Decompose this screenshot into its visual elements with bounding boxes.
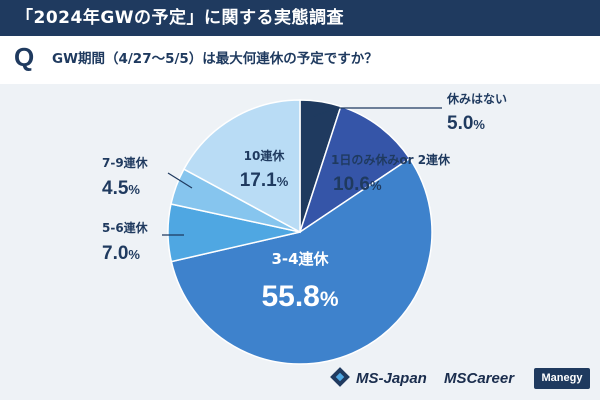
leader-line-0 xyxy=(313,107,442,117)
ms-japan-logo: MS-Japan xyxy=(356,370,427,387)
slice-value-3: 7.0% xyxy=(102,243,140,264)
page-title: 「2024年GWの予定」に関する実態調査 xyxy=(16,8,345,28)
question-text: GW期間（4/27〜5/5）は最大何連休の予定ですか？ xyxy=(52,51,378,67)
manegy-logo: Manegy xyxy=(534,368,590,389)
ms-career-logo: MSCareer xyxy=(444,370,515,387)
slice-label-0: 休みはない xyxy=(446,91,507,106)
question-row xyxy=(0,36,600,84)
ms-japan-mark-icon xyxy=(330,367,350,387)
slice-label-5: 10連休 xyxy=(244,148,286,163)
slice-label-4: 7-9連休 xyxy=(102,155,149,170)
slice-value-4: 4.5% xyxy=(102,178,140,199)
slice-value-1: 10.6% xyxy=(333,174,382,195)
pie-slices xyxy=(167,99,433,365)
slice-value-2: 55.8% xyxy=(261,280,338,313)
slice-value-5: 17.1% xyxy=(240,170,289,191)
slice-value-0: 5.0% xyxy=(447,113,485,134)
slice-label-3: 5-6連休 xyxy=(102,220,149,235)
slice-label-1: 1日のみ休みor 2連休 xyxy=(331,152,451,167)
pie-slice-2 xyxy=(170,157,433,365)
slice-label-2: 3-4連休 xyxy=(271,250,329,268)
question-mark: Q xyxy=(14,42,35,72)
leader-line-4 xyxy=(167,172,193,189)
footer xyxy=(0,360,600,400)
pie-slice-5 xyxy=(182,99,301,234)
header-bar: 「2024年GWの予定」に関する実態調査 xyxy=(0,0,600,36)
